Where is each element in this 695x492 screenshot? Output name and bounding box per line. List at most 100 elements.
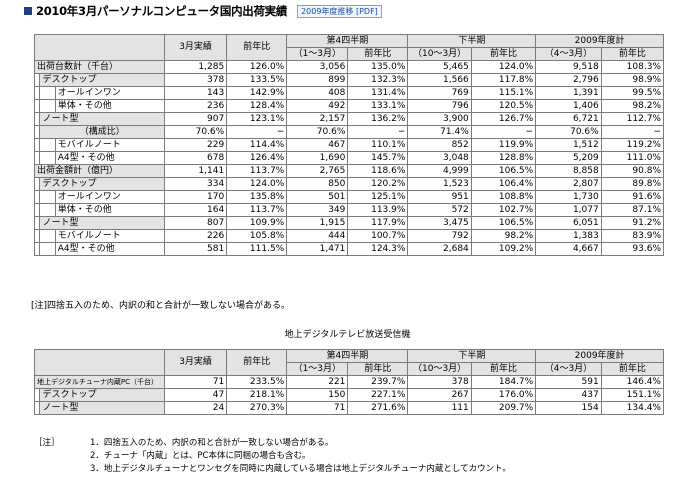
yoy-cell: 145.7% [347, 151, 409, 165]
indent-cell [39, 190, 56, 204]
value-cell: 111 [407, 401, 472, 415]
yoy-cell: 113.9% [347, 203, 409, 217]
table-row: ノート型 24 270.3% 71 271.6% 111 209.7% 154 134.4% [33, 401, 665, 415]
table-row: ノート型 907 123.1% 2,157 136.2% 3,900 126.7% 6,721… [33, 112, 665, 126]
yoy-cell: 239.7% [347, 375, 409, 389]
table-row: A4型・その他 581 111.5% 1,471 124.3% 2,684 109.2% 4,… [33, 242, 665, 256]
pdf-link[interactable]: 2009年度推移 [PDF] [297, 4, 382, 18]
value-cell: 236 [163, 99, 228, 113]
indent-cell [33, 401, 41, 415]
col-h2-yoy: 前年比 [470, 47, 537, 61]
col-fy-yoy: 前年比 [600, 47, 665, 61]
row-label: 出荷金額計（億円） [34, 164, 165, 178]
value-cell: 143 [163, 86, 228, 100]
col-q4-yoy: 前年比 [347, 362, 409, 376]
value-cell: 47 [163, 388, 228, 402]
value-cell: 1,285 [163, 60, 228, 74]
table-row: 単体・その他 236 128.4% 492 133.1% 796 120.5% 1,406 98… [33, 99, 665, 113]
value-cell: 6,721 [535, 112, 602, 126]
value-cell: 229 [163, 138, 228, 152]
yoy-cell: 117.8% [470, 73, 537, 87]
yoy-cell: 123.1% [226, 112, 288, 126]
yoy-cell: 91.2% [600, 216, 665, 230]
value-cell: 267 [407, 388, 472, 402]
yoy-cell: 124.0% [226, 177, 288, 191]
indent-cell [39, 203, 56, 217]
value-cell: 70.6% [286, 125, 349, 139]
yoy-cell: 233.5% [226, 375, 288, 389]
value-cell: 1,730 [535, 190, 602, 204]
col-h2-period: （10〜3月） [407, 47, 472, 61]
value-cell: 792 [407, 229, 472, 243]
table-note: [注]四捨五入のため、内訳の和と合計が一致しない場合がある。 [31, 301, 291, 311]
indent-cell [39, 242, 56, 256]
yoy-cell: 102.7% [470, 203, 537, 217]
table-row: オールインワン 143 142.9% 408 131.4% 769 115.1% 1,391 9… [33, 86, 665, 100]
row-label: （構成比） [39, 125, 165, 139]
yoy-cell: 227.1% [347, 388, 409, 402]
value-cell: 3,900 [407, 112, 472, 126]
yoy-cell: 89.8% [600, 177, 665, 191]
yoy-cell: 126.4% [226, 151, 288, 165]
value-cell: 9,518 [535, 60, 602, 74]
yoy-cell: 133.1% [347, 99, 409, 113]
col-fy-yoy: 前年比 [600, 362, 665, 376]
col-fy: 2009年度計 [535, 349, 664, 363]
yoy-cell: 131.4% [347, 86, 409, 100]
digital-tv-table: 3月実績 前年比 第4四半期 下半期 2009年度計 （1〜3月） 前年比 （1… [33, 349, 665, 415]
table-row: デスクトップ 378 133.5% 899 132.3% 1,566 117.8% 2,796… [33, 73, 665, 87]
yoy-cell: 125.1% [347, 190, 409, 204]
yoy-cell: 120.5% [470, 99, 537, 113]
value-cell: 1,141 [163, 164, 228, 178]
value-cell: 444 [286, 229, 349, 243]
col-h2-yoy: 前年比 [470, 362, 537, 376]
yoy-cell: 117.9% [347, 216, 409, 230]
row-label: 単体・その他 [54, 99, 165, 113]
yoy-cell: 209.7% [470, 401, 537, 415]
value-cell: 5,209 [535, 151, 602, 165]
yoy-cell: 98.2% [600, 99, 665, 113]
yoy-cell: 108.8% [470, 190, 537, 204]
value-cell: 150 [286, 388, 349, 402]
yoy-cell: 112.7% [600, 112, 665, 126]
value-cell: 1,690 [286, 151, 349, 165]
value-cell: 408 [286, 86, 349, 100]
col-q4-period: （1〜3月） [286, 47, 349, 61]
value-cell: 334 [163, 177, 228, 191]
value-cell: 1,915 [286, 216, 349, 230]
value-cell: 6,051 [535, 216, 602, 230]
yoy-cell: 184.7% [470, 375, 537, 389]
table-row: （構成比） 70.6% −70.6% −71.4% −70.6% − [33, 125, 665, 139]
indent-cell [39, 151, 56, 165]
value-cell: 437 [535, 388, 602, 402]
value-cell: 170 [163, 190, 228, 204]
title-row: 2010年3月パーソナルコンピュータ国内出荷実績 2009年度推移 [PDF] [24, 3, 382, 19]
yoy-cell: 109.2% [470, 242, 537, 256]
value-cell: 501 [286, 190, 349, 204]
yoy-cell: 111.0% [600, 151, 665, 165]
value-cell: 154 [535, 401, 602, 415]
yoy-cell: 114.4% [226, 138, 288, 152]
table-row: デスクトップ 334 124.0% 850 120.2% 1,523 106.4% 2,807… [33, 177, 665, 191]
value-cell: 71.4% [407, 125, 472, 139]
table-row: 出荷金額計（億円） 1,141 113.7% 2,765 118.6% 4,999 106.… [34, 164, 665, 178]
value-cell: 226 [163, 229, 228, 243]
footnote: 1．四捨五入のため、内訳の和と合計が一致しない場合がある。 [90, 438, 334, 448]
value-cell: 1,406 [535, 99, 602, 113]
value-cell: 4,667 [535, 242, 602, 256]
value-cell: 70.6% [535, 125, 602, 139]
yoy-cell: 218.1% [226, 388, 288, 402]
table-row: A4型・その他 678 126.4% 1,690 145.7% 3,048 128.8% 5,… [33, 151, 665, 165]
yoy-cell: 270.3% [226, 401, 288, 415]
value-cell: 2,157 [286, 112, 349, 126]
row-label: モバイルノート [54, 229, 165, 243]
table-row: 出荷台数計（千台） 1,285 126.0% 3,056 135.0% 5,465 124.… [34, 60, 665, 74]
col-h2: 下半期 [407, 349, 537, 363]
value-cell: 4,999 [407, 164, 472, 178]
yoy-cell: 176.0% [470, 388, 537, 402]
value-cell: 3,048 [407, 151, 472, 165]
square-bullet-icon [24, 7, 32, 15]
value-cell: 24 [163, 401, 228, 415]
col-fy: 2009年度計 [535, 34, 664, 48]
yoy-cell: 133.5% [226, 73, 288, 87]
